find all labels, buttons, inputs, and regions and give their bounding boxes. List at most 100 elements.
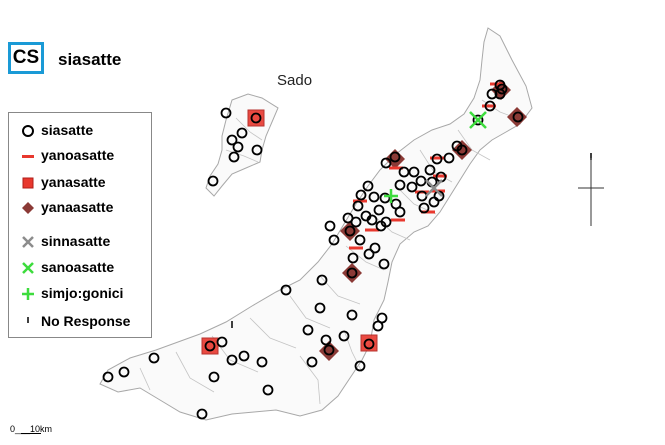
siasatte-point (251, 144, 263, 156)
mainland (99, 27, 533, 421)
siasatte-point (262, 384, 274, 396)
siasatte-point (196, 408, 208, 420)
scale-bar (21, 433, 41, 434)
legend-label: yanaasatte (41, 199, 114, 215)
yanoasatte-point (389, 166, 403, 170)
siasatte-point (443, 152, 455, 164)
legend-label: siasatte (41, 122, 94, 138)
survey-points (102, 79, 592, 420)
siasatte-point (373, 204, 385, 216)
siasatte-point (228, 151, 240, 163)
siasatte-point (314, 302, 326, 314)
yanasatte-point (201, 337, 219, 355)
yanoasatte-point (421, 210, 435, 214)
siasatte-point (484, 100, 496, 112)
siasatte-point (418, 202, 430, 214)
sinnasatte-point (425, 179, 443, 197)
siasatte-point (324, 220, 336, 232)
sanoasatte-point (469, 111, 487, 129)
yanoasatte-point (365, 228, 379, 232)
siasatte-point (389, 151, 401, 163)
siasatte-point (512, 111, 524, 123)
siasatte-point (320, 334, 332, 346)
siasatte-point (472, 114, 484, 126)
legend-item-yanasatte: yanasatte (9, 173, 151, 193)
tick-icon (27, 317, 29, 323)
siasatte-point (366, 214, 378, 226)
yanoasatte-point (391, 218, 405, 222)
siasatte-point (431, 153, 443, 165)
siasatte-point (306, 356, 318, 368)
red-dash-icon (22, 155, 34, 158)
siasatte-point (232, 141, 244, 153)
siasatte-point (204, 340, 216, 352)
siasatte-point (496, 83, 508, 95)
siasatte-point (256, 356, 268, 368)
legend-item-yanoasatte: yanoasatte (9, 146, 151, 166)
yanoasatte-point (482, 104, 496, 108)
legend-label: sanoasatte (41, 259, 115, 275)
siasatte-point (316, 274, 328, 286)
compass-cross (578, 158, 604, 226)
siasatte-point (302, 324, 314, 336)
siasatte-point (372, 320, 384, 332)
yanoasatte-point (430, 156, 444, 160)
siasatte-point (362, 180, 374, 192)
siasatte-point (323, 344, 335, 356)
siasatte-point (486, 88, 498, 100)
siasatte-point (208, 371, 220, 383)
siasatte-point (380, 157, 392, 169)
siasatte-point (378, 258, 390, 270)
brown-diamond-icon (22, 202, 34, 214)
simjo-gonici-point (384, 189, 398, 203)
siasatte-point (424, 164, 436, 176)
siasatte-point (216, 336, 228, 348)
yanaasatte-point (452, 140, 472, 160)
yanoasatte-point (490, 82, 504, 86)
yanaasatte-point (319, 341, 339, 361)
green-x-icon (22, 262, 34, 274)
siasatte-point (352, 200, 364, 212)
siasatte-point (328, 234, 340, 246)
yanaasatte-point (342, 263, 362, 283)
siasatte-point (451, 140, 463, 152)
code-badge: CS (8, 42, 44, 74)
legend-label: simjo:gonici (41, 285, 124, 301)
siasatte-point (494, 88, 506, 100)
scale-label: 0___10km (10, 424, 53, 434)
siasatte-point (226, 134, 238, 146)
siasatte-point (375, 220, 387, 232)
siasatte-point (347, 252, 359, 264)
legend-item-sinnasatte: sinnasatte (9, 232, 151, 252)
legend-label: yanasatte (41, 174, 106, 190)
legend-label: yanoasatte (41, 147, 115, 163)
siasatte-point (236, 127, 248, 139)
siasatte-point (406, 181, 418, 193)
legend-item-sanoasatte: sanoasatte (9, 258, 151, 278)
yanoasatte-point (433, 174, 447, 178)
siasatte-point (220, 107, 232, 119)
siasatte-point (102, 371, 114, 383)
island-label-sado: Sado (277, 72, 313, 89)
siasatte-point (346, 267, 358, 279)
siasatte-point (346, 309, 358, 321)
siasatte-point (394, 179, 406, 191)
siasatte-point (354, 360, 366, 372)
yanaasatte-point (507, 107, 527, 127)
legend: siasatte yanoasatte yanasatte yanaasatte… (8, 112, 152, 338)
siasatte-point (355, 189, 367, 201)
siasatte-point (280, 284, 292, 296)
siasatte-point (338, 330, 350, 342)
legend-item-no-response: No Response (9, 312, 151, 332)
siasatte-point (394, 206, 406, 218)
gray-x-icon (22, 236, 34, 248)
siasatte-point (379, 192, 391, 204)
siasatte-point (408, 166, 420, 178)
siasatte-point (350, 216, 362, 228)
siasatte-point (238, 350, 250, 362)
legend-item-simjo-gonici: simjo:gonici (9, 284, 151, 304)
siasatte-point (118, 366, 130, 378)
siasatte-point (363, 338, 375, 350)
